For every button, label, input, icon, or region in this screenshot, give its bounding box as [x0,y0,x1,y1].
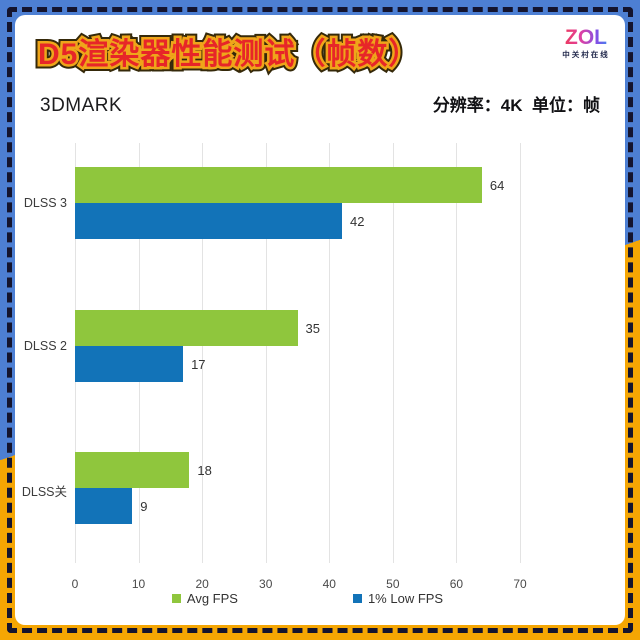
subheader-row: 3DMARK 分辨率：4K 单位：帧 [40,91,600,117]
x-tick-label: 20 [195,577,209,591]
x-tick-label: 10 [131,577,146,591]
bar-avg-fps [75,309,298,346]
benchmark-label: 3DMARK [40,95,123,116]
bar-1-low-fps [75,203,342,239]
chart-card: D5渲染器性能测试（帧数） D5渲染器性能测试（帧数） D5渲染器性能测试（帧数… [15,15,625,625]
bar-avg-fps [75,167,482,203]
x-tick-label: 50 [386,577,400,591]
bar-value-label: 17 [191,356,206,372]
category-label: DLSS 3 [23,196,67,210]
zol-logo-caption: 中关村在线 [562,50,610,59]
x-tick-label: 0 [71,577,79,591]
dashed-border [7,7,633,633]
bar-value-label: 35 [305,320,320,336]
legend-label: 1% Low FPS [367,591,444,606]
x-tick-label: 40 [322,577,336,591]
resolution-unit-label: 分辨率：4K 单位：帧 [432,96,600,115]
category-label: DLSS 2 [23,338,67,353]
gridline [202,143,204,563]
plot-area: 0 10 20 30 40 50 60 70 DLSS 3 64 42 DLSS 2 35 17 DLSS关… [22,143,527,591]
x-tick-label: 60 [449,577,464,591]
bar-1-low-fps [75,345,184,382]
gridline [329,143,331,563]
legend-swatch-icon [352,594,362,603]
gridline [456,143,458,563]
legend-item: Avg FPS [171,591,238,606]
page-title-outline-dark: D5渲染器性能测试（帧数） [33,34,422,76]
page-title-outline-gold: D5渲染器性能测试（帧数） [35,36,420,74]
category-label: DLSS关 [21,485,67,499]
bar-avg-fps [75,452,190,488]
gridline [265,143,267,563]
bar-value-label: 64 [489,178,505,193]
bar-value-label: 9 [140,499,148,514]
bar-value-label: 42 [350,214,365,229]
bar-1-low-fps [75,488,133,524]
zol-logo: ZOL 中关村在线 [557,27,615,60]
legend-label: Avg FPS [186,591,238,606]
x-tick-label: 30 [259,577,273,591]
legend-swatch-icon [171,594,181,603]
legend-item: 1% Low FPS [352,591,444,606]
chart: 0 10 20 30 40 50 60 70 DLSS 3 64 42 DLSS 2 35 17 DLSS关… [22,143,540,591]
zol-logo-text: ZOL [557,27,615,49]
gridline [520,143,521,563]
x-tick-label: 70 [513,577,527,591]
page-title-text: D5渲染器性能测试（帧数） [38,38,420,71]
bar-value-label: 18 [197,463,212,478]
gridline [392,143,394,563]
legend: Avg FPS 1% Low FPS [75,591,540,606]
